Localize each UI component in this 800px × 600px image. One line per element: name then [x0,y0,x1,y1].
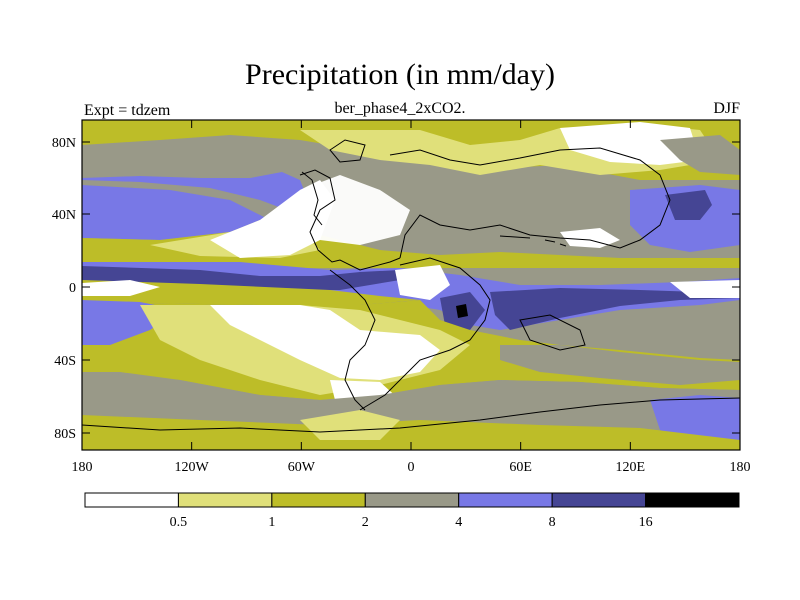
map-title: Precipitation (in mm/day) [245,58,555,91]
field-sh-gray [500,345,740,385]
colorbar-label: 8 [549,515,556,530]
x-tick-label: 120W [175,460,210,475]
field-nh-stormtrack [82,172,310,215]
x-tick-label: 60E [509,460,532,475]
field-eq-white-east [670,280,740,298]
colorbar-labels: 0.5 1 2 4 8 16 [170,515,653,530]
field-pacific-dark [665,190,712,220]
y-tick-label: 80N [52,136,76,151]
field-eq-white [82,280,160,296]
y-tick-marks [82,141,740,434]
x-tick-label: 120E [616,460,646,475]
field-sh-light-south [300,410,400,440]
field-africa-white [395,265,450,300]
colorbar-swatch [271,492,366,508]
season-label: DJF [713,100,740,117]
coast-west-america [301,171,323,226]
map-subtitle: ber_phase4_2xCO2. [334,100,466,117]
field-eq-olive-strip [82,280,420,305]
colorbar-swatch [177,492,273,508]
colorbar-label: 0.5 [170,515,188,530]
coast-antarctica [82,397,740,433]
field-gray-patch-ne [660,135,740,175]
field-nh-dry-white [210,180,335,258]
coast-eurasia [389,147,671,259]
experiment-label: Expt = tdzem [84,102,171,119]
coastlines [82,139,740,433]
field-nafrica-white [300,175,410,245]
coast-north-america [299,169,401,271]
y-tick-label: 40S [54,354,76,369]
colorbar-swatch [458,492,553,508]
x-tick-marks [81,120,741,450]
colorbar-swatch [645,492,740,508]
field-asia-white [560,228,620,248]
coast-africa [359,257,491,411]
colorbar-label: 16 [639,515,653,530]
x-tick-label: 60W [288,460,316,475]
colorbar-label: 2 [362,515,369,530]
colorbar-swatch [84,492,179,508]
precip-field [82,120,740,450]
y-tick-label: 80S [54,427,76,442]
coast-islands [499,235,567,247]
y-tick-labels: 80N 40N 0 40S 80S [52,136,76,442]
y-tick-label: 0 [69,281,76,296]
field-sh-olive-south [82,415,740,450]
field-sh-dry-white [210,305,440,380]
colorbar-label: 4 [455,515,462,530]
coast-south-america [329,269,376,411]
coast-australia [519,314,586,351]
field-africa-core [456,304,468,318]
x-tick-label: 180 [72,460,93,475]
colorbar-swatch [364,492,460,508]
x-tick-label: 180 [730,460,751,475]
y-tick-label: 40N [52,208,76,223]
field-nh-stormtrack-2 [82,185,270,240]
colorbar-swatch [551,492,647,508]
field-arctic-white [560,122,700,165]
x-tick-labels: 180 120W 60W 0 60E 120E 180 [72,460,751,475]
coast-greenland [329,139,366,163]
field-indopacific-dark [490,288,740,330]
colorbar-label: 1 [268,515,275,530]
x-tick-label: 0 [408,460,415,475]
colorbar [84,492,740,508]
